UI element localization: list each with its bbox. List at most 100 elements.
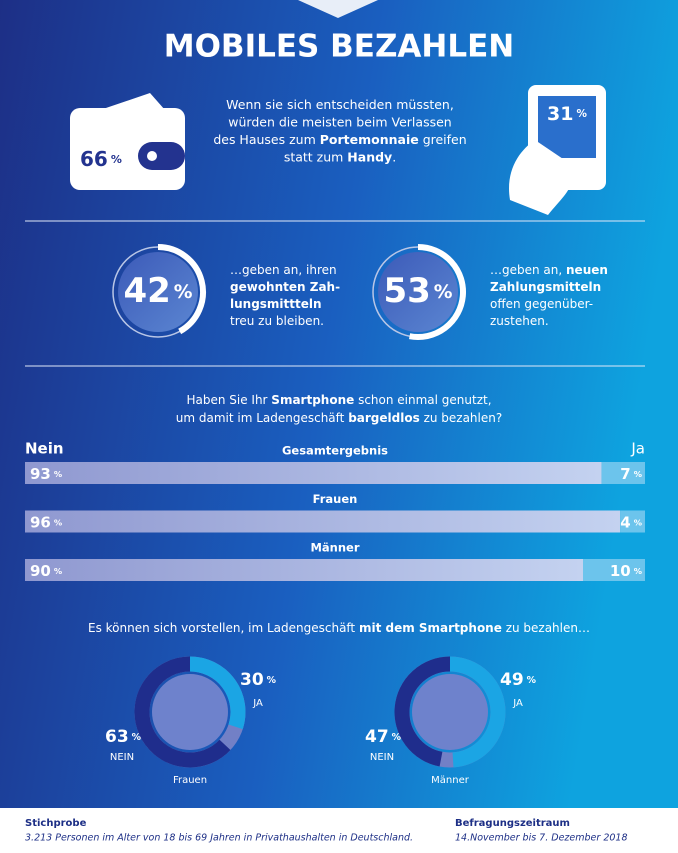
donut-group: Männer <box>431 775 470 786</box>
footer-text: 14.November bis 7. Dezember 2018 <box>455 833 628 844</box>
bar-no <box>25 510 621 533</box>
title: MOBILES BEZAHLEN <box>164 29 515 65</box>
donut-center <box>152 674 228 750</box>
donut-yes-value: 49% <box>500 670 537 690</box>
text: Es können sich vorstellen, im Ladengesch… <box>88 621 359 635</box>
text: zu bezahlen… <box>502 621 590 635</box>
text: des Hauses zum <box>213 132 319 147</box>
bold-text: Zahlungsmitteln <box>490 280 601 294</box>
text: . <box>392 149 396 164</box>
donut-no <box>134 656 231 768</box>
bar-yes <box>583 559 645 581</box>
bold-text: gewohnten Zah- <box>230 280 340 294</box>
donut-no-label: NEIN <box>370 752 394 763</box>
value: 7 <box>620 465 630 483</box>
group-label: Frauen <box>313 492 358 506</box>
donut-no <box>394 656 451 767</box>
text-line: zustehen. <box>490 314 549 328</box>
bold-text: mit dem Smartphone <box>359 621 502 635</box>
value: 63 <box>105 727 129 747</box>
unit: % <box>174 282 193 303</box>
bar-no-label: 90% <box>30 562 62 580</box>
bold-text: bargeldlos <box>348 411 420 425</box>
text-line: würden die meisten beim Verlassen <box>228 114 451 129</box>
notch <box>298 0 378 18</box>
phone-icon <box>509 85 606 215</box>
text-line: offen gegenüber- <box>490 297 593 311</box>
text: greifen <box>419 132 467 147</box>
bar-no <box>25 462 602 484</box>
text-line: des Hauses zum Portemonnaie greifen <box>213 132 466 147</box>
text: statt zum <box>284 149 347 164</box>
footer-bg <box>0 808 678 853</box>
text-line: lungsmittteln <box>230 297 322 311</box>
bar-yes-label: 4% <box>620 513 642 531</box>
bar-yes-label: 10% <box>610 562 642 580</box>
wallet-value: 66% <box>80 147 122 171</box>
donut-no-value: 47% <box>365 727 402 747</box>
unit: % <box>54 566 62 576</box>
text: schon einmal genutzt, <box>354 393 491 407</box>
text-line: …geben an, ihren <box>230 263 337 277</box>
donut-yes <box>449 656 506 768</box>
unit: % <box>576 108 587 120</box>
ring-disc <box>118 252 198 332</box>
bold-text: Smartphone <box>271 393 354 407</box>
unit: % <box>634 566 642 576</box>
text: zu bezahlen? <box>420 411 502 425</box>
value: 90 <box>30 562 51 580</box>
text: würden die meisten beim Verlassen <box>228 114 451 129</box>
unit: % <box>634 469 642 479</box>
yes-label: Ja <box>630 440 645 458</box>
donut-yes <box>189 656 246 730</box>
group-label: Gesamtergebnis <box>282 444 388 458</box>
value: 49 <box>500 670 524 690</box>
value: 96 <box>30 513 51 531</box>
ring-arc <box>409 244 466 340</box>
unit: % <box>434 282 453 303</box>
group-label: Männer <box>310 541 359 555</box>
unit: % <box>132 732 142 743</box>
ring-value: 42% <box>123 271 192 311</box>
text: Wenn sie sich entscheiden müssten, <box>226 97 454 112</box>
value: 47 <box>365 727 389 747</box>
donut-group: Frauen <box>173 775 207 786</box>
ring-disc <box>378 252 458 332</box>
unit: % <box>267 675 277 686</box>
value: 10 <box>610 562 631 580</box>
bar-yes <box>601 462 645 484</box>
unit: % <box>527 675 537 686</box>
value: 93 <box>30 465 51 483</box>
ring-arc <box>157 244 206 335</box>
text: um damit im Ladengeschäft <box>176 411 348 425</box>
ring-value: 53% <box>383 271 452 311</box>
footer-title: Stichprobe <box>25 818 87 829</box>
unit: % <box>54 517 62 527</box>
wallet-icon <box>70 93 185 190</box>
text: …geben an, <box>490 263 566 277</box>
text: offen gegenüber- <box>490 297 593 311</box>
text-line: …geben an, neuen <box>490 263 608 277</box>
text: treu zu bleiben. <box>230 314 324 328</box>
no-label: Nein <box>25 440 64 458</box>
text-line: um damit im Ladengeschäft bargeldlos zu … <box>176 411 502 425</box>
text: Haben Sie Ihr <box>186 393 271 407</box>
text-line: Zahlungsmitteln <box>490 280 601 294</box>
text-line: treu zu bleiben. <box>230 314 324 328</box>
content: 66 %31 %Wenn sie sich entscheiden müssten,… <box>25 97 645 786</box>
bold-text: neuen <box>566 263 608 277</box>
bar-yes-label: 7% <box>620 465 642 483</box>
bar-no-label: 93% <box>30 465 62 483</box>
donut-center <box>412 674 488 750</box>
unit: % <box>111 153 122 166</box>
donut-no-value: 63% <box>105 727 142 747</box>
bar-no-label: 96% <box>30 513 62 531</box>
footer-title: Befragungszeitraum <box>455 818 570 829</box>
value: 4 <box>620 513 630 531</box>
text: zustehen. <box>490 314 549 328</box>
value: 30 <box>240 670 264 690</box>
bold-text: lungsmittteln <box>230 297 322 311</box>
text-line: gewohnten Zah- <box>230 280 340 294</box>
